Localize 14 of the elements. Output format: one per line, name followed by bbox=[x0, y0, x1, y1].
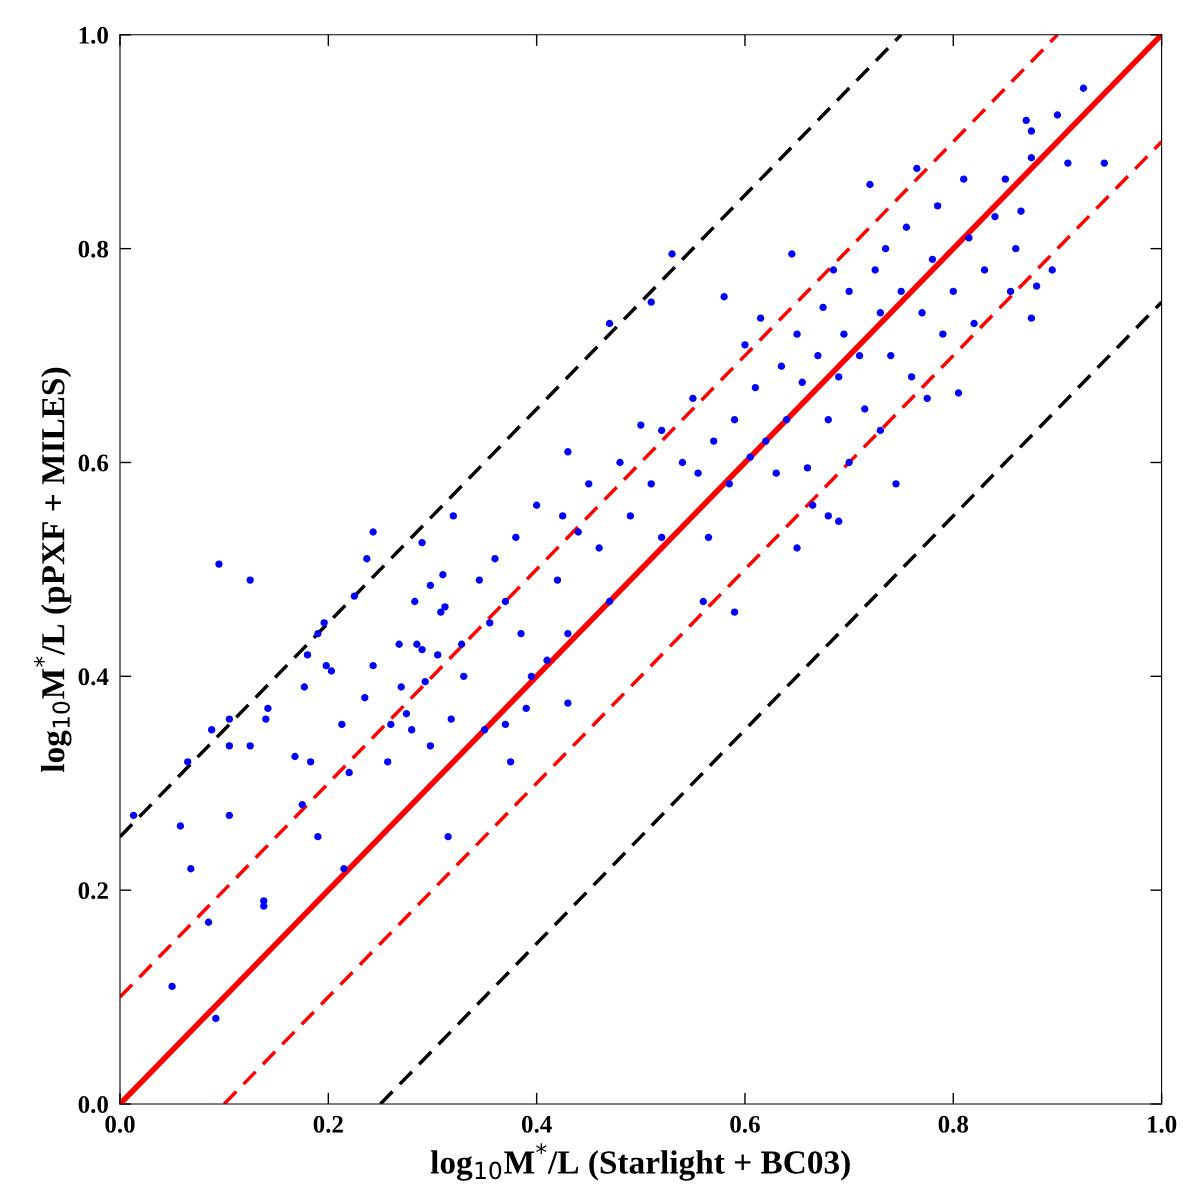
y-tick-label: 0.0 bbox=[78, 1096, 108, 1114]
y-tick-label: 0.2 bbox=[78, 882, 108, 900]
y-tick-label: 1.0 bbox=[79, 26, 108, 44]
x-tick-label: 1.0 bbox=[1147, 1115, 1177, 1133]
x-tick-label: 0.6 bbox=[730, 1115, 760, 1133]
x-tick-label: 0.0 bbox=[105, 1115, 135, 1133]
y-tick-label: 0.8 bbox=[78, 240, 109, 258]
y-tick-label: 0.6 bbox=[78, 454, 109, 472]
y-tick-label: 0.4 bbox=[78, 668, 109, 686]
y-axis-title: log$_{10}$M$^{*}$/L (pPXF + MILES) bbox=[34, 367, 72, 773]
x-axis-title: log$_{10}$M$^{*}$/L (Starlight + BC03) bbox=[430, 1143, 850, 1181]
x-tick-label: 0.4 bbox=[521, 1115, 552, 1133]
x-tick-label: 0.8 bbox=[938, 1115, 969, 1133]
x-tick-label: 0.2 bbox=[313, 1115, 343, 1133]
